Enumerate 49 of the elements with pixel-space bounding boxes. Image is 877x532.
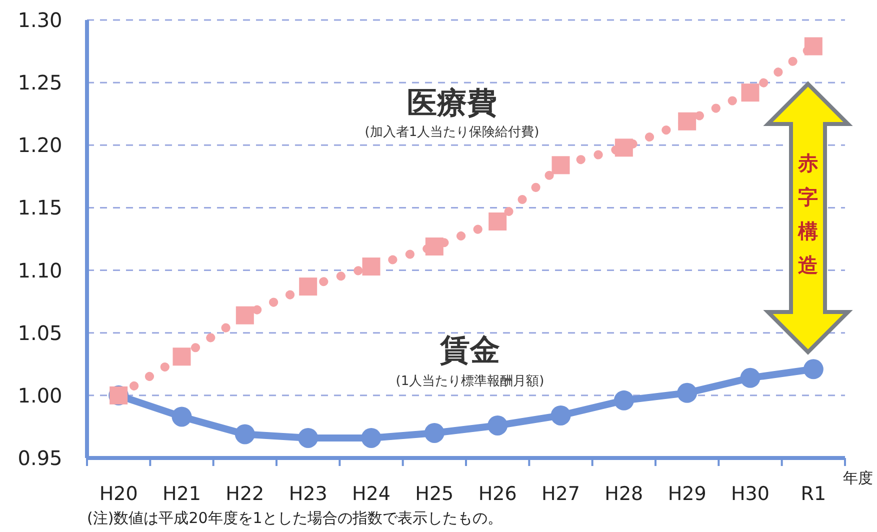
x-axis-title: 年度: [843, 469, 873, 487]
x-tick-label: H29: [668, 483, 706, 505]
text: (注)数値は平成20年度を1とした場合の指数で表示したもの。: [87, 509, 502, 527]
point: [804, 37, 822, 56]
y-tick-label: 1.20: [18, 133, 62, 158]
y-tick-label: 1.30: [18, 8, 62, 32]
point: [741, 84, 760, 102]
point: [552, 156, 570, 174]
y-tick-label: 1.25: [18, 70, 62, 95]
y-tick-label: 1.15: [18, 196, 62, 220]
point: [236, 306, 254, 324]
point: [424, 422, 444, 443]
point: [234, 424, 255, 444]
series-label: 賃金: [439, 333, 500, 368]
point: [614, 390, 634, 410]
y-tick-label: 0.95: [18, 446, 62, 470]
x-tick-label: R1: [800, 483, 826, 505]
point: [677, 382, 698, 403]
x-tick-label: H30: [731, 483, 770, 505]
point: [803, 359, 824, 380]
point: [488, 415, 508, 436]
point: [425, 238, 444, 256]
x-tick-label: H21: [162, 483, 201, 505]
point: [614, 138, 633, 157]
point: [299, 278, 318, 296]
annotation: 赤字構造: [797, 151, 818, 277]
x-tick-label: H20: [99, 483, 138, 505]
point: [550, 405, 571, 426]
text: 医療費: [407, 86, 497, 121]
annotation: (1人当たり標準報酬月額): [396, 374, 544, 389]
y-tick-label: 1.10: [18, 258, 62, 282]
x-tick-label: H26: [478, 483, 517, 505]
x-tick-label: H27: [542, 483, 580, 505]
point: [298, 428, 318, 448]
point: [361, 428, 382, 448]
point: [362, 258, 380, 276]
x-tick-label: H25: [415, 483, 454, 505]
x-tick-label: H24: [352, 483, 390, 505]
x-tick-label: H22: [226, 483, 264, 505]
x-tick-label: H28: [604, 483, 644, 505]
point: [678, 112, 696, 130]
point: [172, 348, 191, 366]
point: [172, 406, 192, 427]
x-tick-label: H23: [288, 483, 328, 505]
y-tick-label: 1.00: [18, 383, 62, 408]
annotation: (加入者1人当たり保険給付費): [364, 125, 540, 140]
point: [740, 368, 760, 388]
y-tick-label: 1.05: [18, 320, 62, 345]
point: [488, 212, 507, 230]
